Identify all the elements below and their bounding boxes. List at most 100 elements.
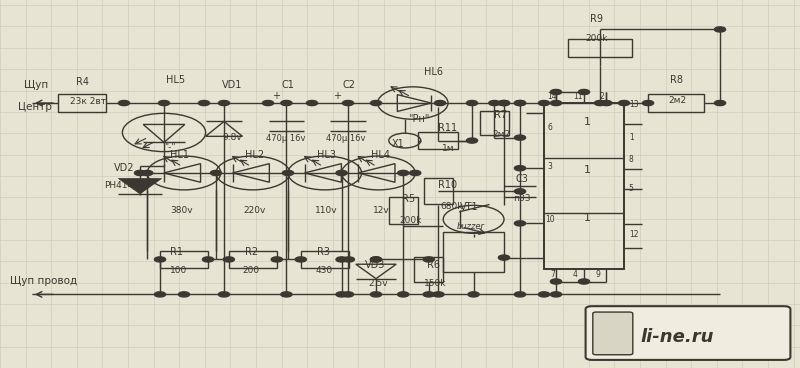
Circle shape <box>514 189 526 194</box>
Circle shape <box>550 89 562 95</box>
Circle shape <box>336 257 347 262</box>
Circle shape <box>423 257 434 262</box>
Text: 2: 2 <box>600 92 605 101</box>
Circle shape <box>210 170 222 176</box>
Text: R9: R9 <box>590 14 603 24</box>
Text: R11: R11 <box>438 123 458 132</box>
Text: R2: R2 <box>245 247 258 256</box>
Circle shape <box>550 279 562 284</box>
Circle shape <box>466 138 478 143</box>
Circle shape <box>370 257 382 262</box>
Text: 4: 4 <box>573 270 578 279</box>
Circle shape <box>223 257 234 262</box>
Text: 12: 12 <box>629 230 638 239</box>
Bar <box>58 94 106 112</box>
Circle shape <box>262 100 274 106</box>
Circle shape <box>295 257 306 262</box>
Circle shape <box>423 292 434 297</box>
Circle shape <box>642 100 654 106</box>
Text: HL6: HL6 <box>424 67 443 77</box>
Circle shape <box>398 292 409 297</box>
Circle shape <box>538 292 550 297</box>
Bar <box>443 232 504 272</box>
Text: PH4148: PH4148 <box>104 181 139 190</box>
Circle shape <box>514 135 526 140</box>
Bar <box>480 111 509 135</box>
Text: Щуп провод: Щуп провод <box>10 276 78 286</box>
Text: R10: R10 <box>438 180 458 190</box>
Text: HL4: HL4 <box>371 150 390 160</box>
Text: 1: 1 <box>584 117 591 127</box>
Text: buzzer: buzzer <box>457 222 485 231</box>
Circle shape <box>134 170 146 176</box>
Circle shape <box>218 292 230 297</box>
Bar <box>418 132 458 149</box>
Text: +: + <box>272 91 280 101</box>
Circle shape <box>343 257 354 262</box>
Text: VD3: VD3 <box>365 260 385 270</box>
Text: 220v: 220v <box>243 206 266 215</box>
Text: VT1: VT1 <box>460 202 478 212</box>
Bar <box>160 251 208 268</box>
Text: 200: 200 <box>242 266 259 275</box>
Circle shape <box>498 100 510 106</box>
Text: 680k: 680k <box>440 202 462 211</box>
Text: "-": "-" <box>164 142 175 151</box>
Circle shape <box>342 292 354 297</box>
Text: 2м2: 2м2 <box>669 96 687 105</box>
Text: li-ne.ru: li-ne.ru <box>640 328 714 346</box>
Circle shape <box>336 170 347 176</box>
Text: VD1: VD1 <box>222 80 242 90</box>
Text: 2.5v: 2.5v <box>369 279 389 288</box>
Circle shape <box>489 100 500 106</box>
Text: HL1: HL1 <box>170 150 190 160</box>
Circle shape <box>466 100 478 106</box>
Bar <box>414 257 443 282</box>
Text: 13: 13 <box>629 100 638 109</box>
Circle shape <box>178 292 190 297</box>
Text: 1м: 1м <box>442 144 455 153</box>
Circle shape <box>281 100 292 106</box>
Circle shape <box>154 257 166 262</box>
Circle shape <box>514 166 526 171</box>
Text: 9.8v: 9.8v <box>222 133 242 142</box>
Text: X1: X1 <box>392 139 405 149</box>
Text: 100: 100 <box>170 266 188 275</box>
Circle shape <box>714 27 726 32</box>
Circle shape <box>601 100 612 106</box>
Circle shape <box>514 221 526 226</box>
Text: 9: 9 <box>595 270 600 279</box>
Circle shape <box>410 170 421 176</box>
Text: R8: R8 <box>670 75 683 85</box>
Text: 2м2: 2м2 <box>493 130 511 139</box>
Bar <box>424 178 453 204</box>
Text: 3: 3 <box>547 162 552 170</box>
Bar <box>648 94 704 112</box>
Text: +: + <box>333 91 341 101</box>
Text: 380v: 380v <box>170 206 193 215</box>
Circle shape <box>498 100 510 106</box>
Text: 200k: 200k <box>586 34 608 43</box>
FancyBboxPatch shape <box>593 312 633 355</box>
Text: 1: 1 <box>629 133 634 142</box>
Circle shape <box>498 255 510 260</box>
Circle shape <box>118 100 130 106</box>
Text: VD2: VD2 <box>114 163 134 173</box>
Text: 1: 1 <box>584 213 591 223</box>
Circle shape <box>618 100 630 106</box>
Circle shape <box>538 100 550 106</box>
Bar <box>544 103 624 269</box>
Text: C2: C2 <box>342 80 355 90</box>
Circle shape <box>514 292 526 297</box>
Text: 150k: 150k <box>424 279 446 288</box>
Circle shape <box>714 100 726 106</box>
Circle shape <box>514 100 526 106</box>
Text: 14: 14 <box>547 92 557 101</box>
Circle shape <box>218 100 230 106</box>
Circle shape <box>281 292 292 297</box>
Text: HL2: HL2 <box>245 150 264 160</box>
Text: Центр: Центр <box>18 102 51 112</box>
Text: C1: C1 <box>282 80 294 90</box>
Text: 8: 8 <box>629 155 634 164</box>
Text: 430: 430 <box>315 266 332 275</box>
